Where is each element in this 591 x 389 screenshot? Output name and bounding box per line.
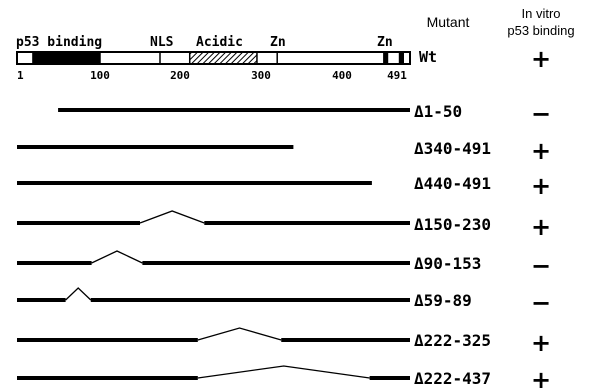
protein-bar-outline	[16, 51, 411, 65]
mutant-label: Δ150-230	[414, 215, 491, 234]
mutant-row-7: Δ222-325 +	[17, 327, 551, 357]
tick-label-400: 400	[332, 69, 352, 82]
binding-result: +	[531, 213, 551, 241]
protein-segment-white	[100, 52, 190, 64]
protein-segment-white	[17, 52, 33, 64]
binding-result: +	[531, 172, 551, 200]
mutant-row-8: Δ222-437 +	[17, 365, 551, 389]
domain-label-acidic: Acidic	[196, 35, 243, 50]
protein-segment-white	[404, 52, 410, 64]
mutant-row-2: Δ340-491 +	[17, 137, 551, 165]
wild-type-label: Wt	[419, 48, 437, 66]
mutant-label: Δ340-491	[414, 139, 491, 158]
protein-segment-white	[256, 52, 278, 64]
wild-type-protein-bar	[16, 51, 411, 65]
deletion-loop	[139, 210, 205, 224]
mutant-row-4: Δ150-230 +	[17, 210, 551, 241]
tick-label-1: 1	[17, 69, 24, 82]
protein-segment-black	[32, 52, 101, 64]
protein-segment-white	[388, 52, 399, 64]
mutant-row-3: Δ440-491 +	[17, 172, 551, 200]
deletion-loop	[197, 327, 282, 341]
binding-column-header-line1: In vitro	[521, 6, 560, 21]
mutant-row-6: Δ59-89 −	[17, 287, 551, 317]
residue-ruler: 1 100 200 300 400 491	[17, 69, 407, 82]
binding-result: +	[531, 329, 551, 357]
binding-result: −	[531, 289, 551, 317]
tick-label-300: 300	[251, 69, 271, 82]
protein-segment-hatched	[189, 52, 257, 64]
binding-result: −	[531, 100, 551, 128]
protein-segment-black	[398, 52, 405, 64]
wild-type-binding-result: +	[531, 45, 551, 73]
mutant-label: Δ90-153	[414, 254, 481, 273]
binding-result: −	[531, 252, 551, 280]
domain-label-nls: NLS	[150, 35, 174, 50]
mutant-row-5: Δ90-153 −	[17, 250, 551, 280]
tick-label-200: 200	[170, 69, 190, 82]
binding-result: +	[531, 366, 551, 389]
mutant-column-header: Mutant	[427, 14, 470, 30]
binding-result: +	[531, 137, 551, 165]
mutant-label: Δ222-325	[414, 331, 491, 350]
domain-label-zn-1: Zn	[270, 35, 286, 50]
domain-label-p53-binding: p53 binding	[16, 35, 102, 50]
mutant-label: Δ222-437	[414, 369, 491, 388]
mutant-row-1: Δ1-50 −	[58, 100, 551, 128]
binding-column-header-line2: p53 binding	[507, 23, 574, 38]
mutant-label: Δ1-50	[414, 102, 462, 121]
protein-segment-black	[383, 52, 389, 64]
mutant-label: Δ440-491	[414, 174, 491, 193]
mutant-label: Δ59-89	[414, 291, 472, 310]
deletion-loop	[197, 365, 370, 379]
tick-label-491: 491	[387, 69, 407, 82]
deletion-loop	[65, 287, 92, 301]
domain-label-zn-2: Zn	[377, 35, 393, 50]
protein-segment-white	[277, 52, 384, 64]
tick-label-100: 100	[90, 69, 110, 82]
deletion-loop	[91, 250, 143, 264]
